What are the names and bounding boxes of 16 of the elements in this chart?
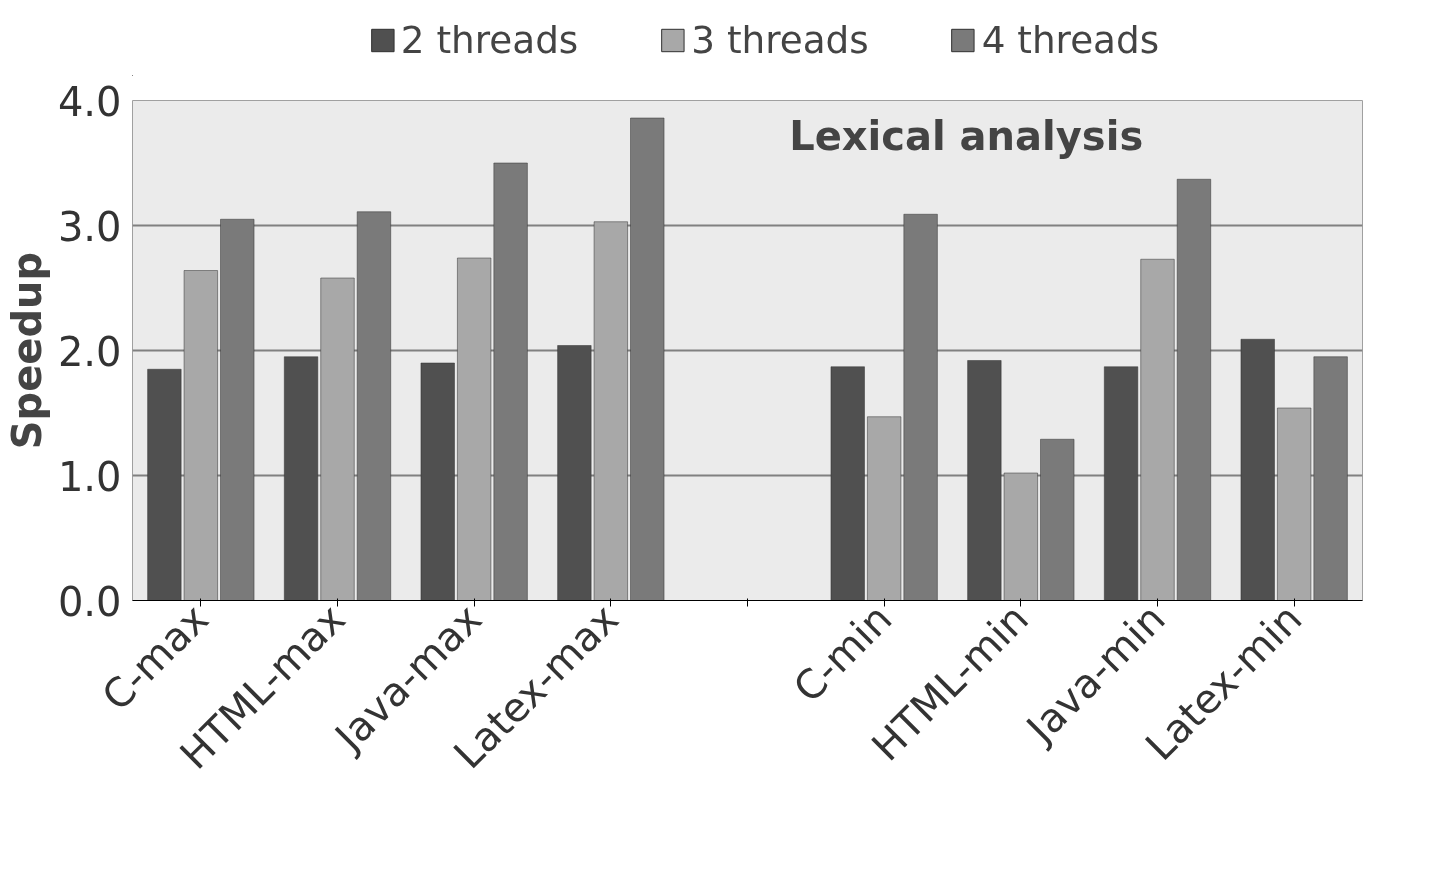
bar [284, 356, 319, 601]
legend-label: 4 threads [981, 18, 1160, 62]
bar [1240, 339, 1275, 601]
y-tick-label: 1.0 [57, 453, 122, 500]
chart-title: Lexical analysis [789, 112, 1144, 159]
bar [830, 366, 865, 601]
y-tick-label: 4.0 [57, 78, 122, 125]
y-axis-title: Speedup [3, 251, 50, 450]
y-tick-label: 3.0 [57, 203, 122, 250]
legend-label: 2 threads [400, 18, 579, 62]
legend-label: 3 threads [691, 18, 869, 62]
bar [320, 277, 355, 601]
bar [1140, 259, 1175, 601]
bar [420, 362, 455, 601]
bar [1104, 366, 1139, 601]
y-tick-label: 2.0 [57, 328, 122, 375]
